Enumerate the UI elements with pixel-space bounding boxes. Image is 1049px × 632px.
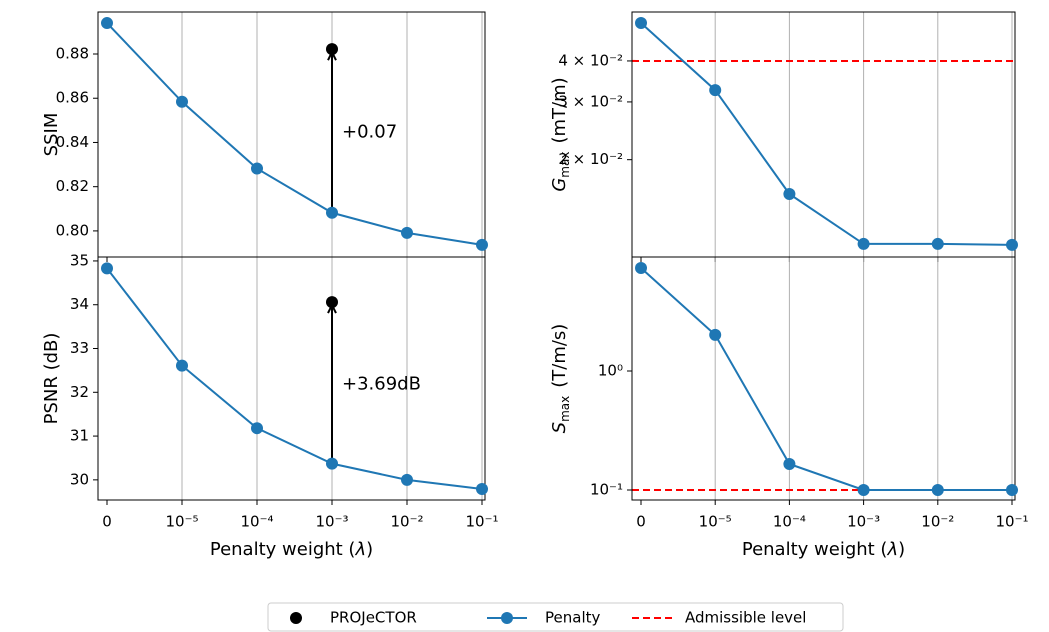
- x-tick-label: 10⁻⁴: [773, 513, 806, 531]
- axes-frame: [631, 256, 1016, 501]
- x-tick-label: 10⁻⁴: [240, 513, 273, 531]
- x-tick-label: 10⁻³: [315, 513, 348, 531]
- y-label-unit: (mT/m): [549, 77, 570, 143]
- marker: [401, 473, 413, 486]
- x-tick-label: 10⁻⁵: [699, 513, 732, 531]
- y-tick-label: 0.82: [56, 177, 89, 195]
- y-tick-label: 33: [70, 339, 89, 357]
- marker: [101, 17, 113, 30]
- y-axis-label: PSNR (dB): [41, 333, 62, 425]
- y-tick-label: 35: [70, 251, 89, 269]
- y-label-sub: max: [558, 396, 572, 422]
- x-axis-label: Penalty weight (λ): [742, 539, 905, 560]
- marker: [176, 359, 188, 372]
- y-tick-label: 4 × 10⁻²: [558, 51, 623, 69]
- marker: [635, 17, 647, 30]
- y-tick-label: 0.84: [56, 133, 89, 151]
- marker: [857, 237, 870, 250]
- annotation: +3.69dB: [342, 373, 421, 394]
- marker: [857, 483, 870, 496]
- y-tick-label: 2 × 10⁻²: [558, 150, 623, 168]
- axes-frame: [97, 11, 486, 258]
- marker: [176, 95, 188, 108]
- y-label-text: S: [549, 422, 570, 433]
- y-axis-label: Gmax (mT/m): [549, 77, 572, 191]
- marker: [635, 261, 647, 274]
- x-tick-label: 10⁻²: [921, 513, 954, 531]
- x-axis-label: Penalty weight (λ): [210, 539, 373, 560]
- legend: PROJeCTOR Penalty Admissible level: [267, 602, 844, 632]
- marker: [401, 226, 413, 239]
- y-label-sub: max: [558, 152, 572, 178]
- x-label-text: Penalty weight (: [742, 539, 888, 560]
- x-tick-label: 0: [636, 513, 646, 531]
- y-axis-label: Smax (T/m/s): [549, 324, 572, 434]
- y-tick-label: 3 × 10⁻²: [558, 92, 623, 110]
- legend-marker: [290, 612, 302, 624]
- legend-label: Penalty: [545, 609, 600, 627]
- marker: [931, 237, 944, 250]
- marker: [251, 162, 263, 175]
- marker: [251, 422, 263, 435]
- marker: [1006, 238, 1018, 251]
- x-label-end: ): [898, 539, 905, 560]
- marker: [326, 43, 338, 56]
- x-label-end: ): [366, 539, 373, 560]
- marker: [326, 457, 338, 470]
- y-tick-label: 30: [70, 470, 89, 488]
- x-tick-label: 0: [102, 513, 112, 531]
- x-label-symbol: λ: [886, 539, 898, 560]
- y-label-text: SSIM: [41, 113, 62, 157]
- y-axis-label: SSIM: [41, 113, 62, 157]
- x-tick-label: 10⁻¹: [995, 513, 1028, 531]
- legend-box: [267, 602, 844, 632]
- marker: [709, 84, 722, 97]
- y-tick-label: 10⁻¹: [590, 480, 623, 498]
- y-label-unit: (T/m/s): [549, 324, 570, 388]
- y-tick-label: 10⁰: [598, 362, 623, 380]
- x-tick-label: 10⁻²: [390, 513, 423, 531]
- x-tick-label: 10⁻¹: [465, 513, 498, 531]
- marker: [326, 206, 338, 219]
- y-tick-label: 0.88: [56, 45, 89, 63]
- marker: [476, 483, 488, 496]
- axes-frame: [97, 256, 486, 501]
- x-label-symbol: λ: [354, 539, 366, 560]
- x-tick-label: 10⁻⁵: [165, 513, 198, 531]
- marker: [1006, 483, 1018, 496]
- y-label-text: PSNR (dB): [41, 333, 62, 425]
- y-label-text: G: [549, 178, 570, 192]
- y-tick-label: 34: [70, 295, 89, 313]
- x-tick-label: 10⁻³: [847, 513, 880, 531]
- y-tick-label: 31: [70, 427, 89, 445]
- y-tick-label: 0.80: [56, 221, 89, 239]
- marker: [709, 328, 722, 341]
- marker: [931, 483, 944, 496]
- y-tick-label: 32: [70, 383, 89, 401]
- marker: [783, 457, 796, 470]
- series-line: [640, 267, 1012, 491]
- marker: [476, 238, 488, 251]
- legend-label: PROJeCTOR: [330, 609, 417, 627]
- annotation: +0.07: [342, 121, 397, 142]
- x-label-text: Penalty weight (: [210, 539, 356, 560]
- series-line: [106, 22, 483, 246]
- axes-frame: [631, 11, 1016, 258]
- series-line: [640, 22, 1013, 246]
- legend-label: Admissible level: [685, 609, 806, 627]
- marker: [326, 296, 338, 309]
- y-tick-label: 0.86: [56, 89, 89, 107]
- legend-marker: [501, 612, 513, 624]
- marker: [101, 262, 113, 275]
- series-line: [106, 267, 483, 491]
- marker: [783, 187, 796, 200]
